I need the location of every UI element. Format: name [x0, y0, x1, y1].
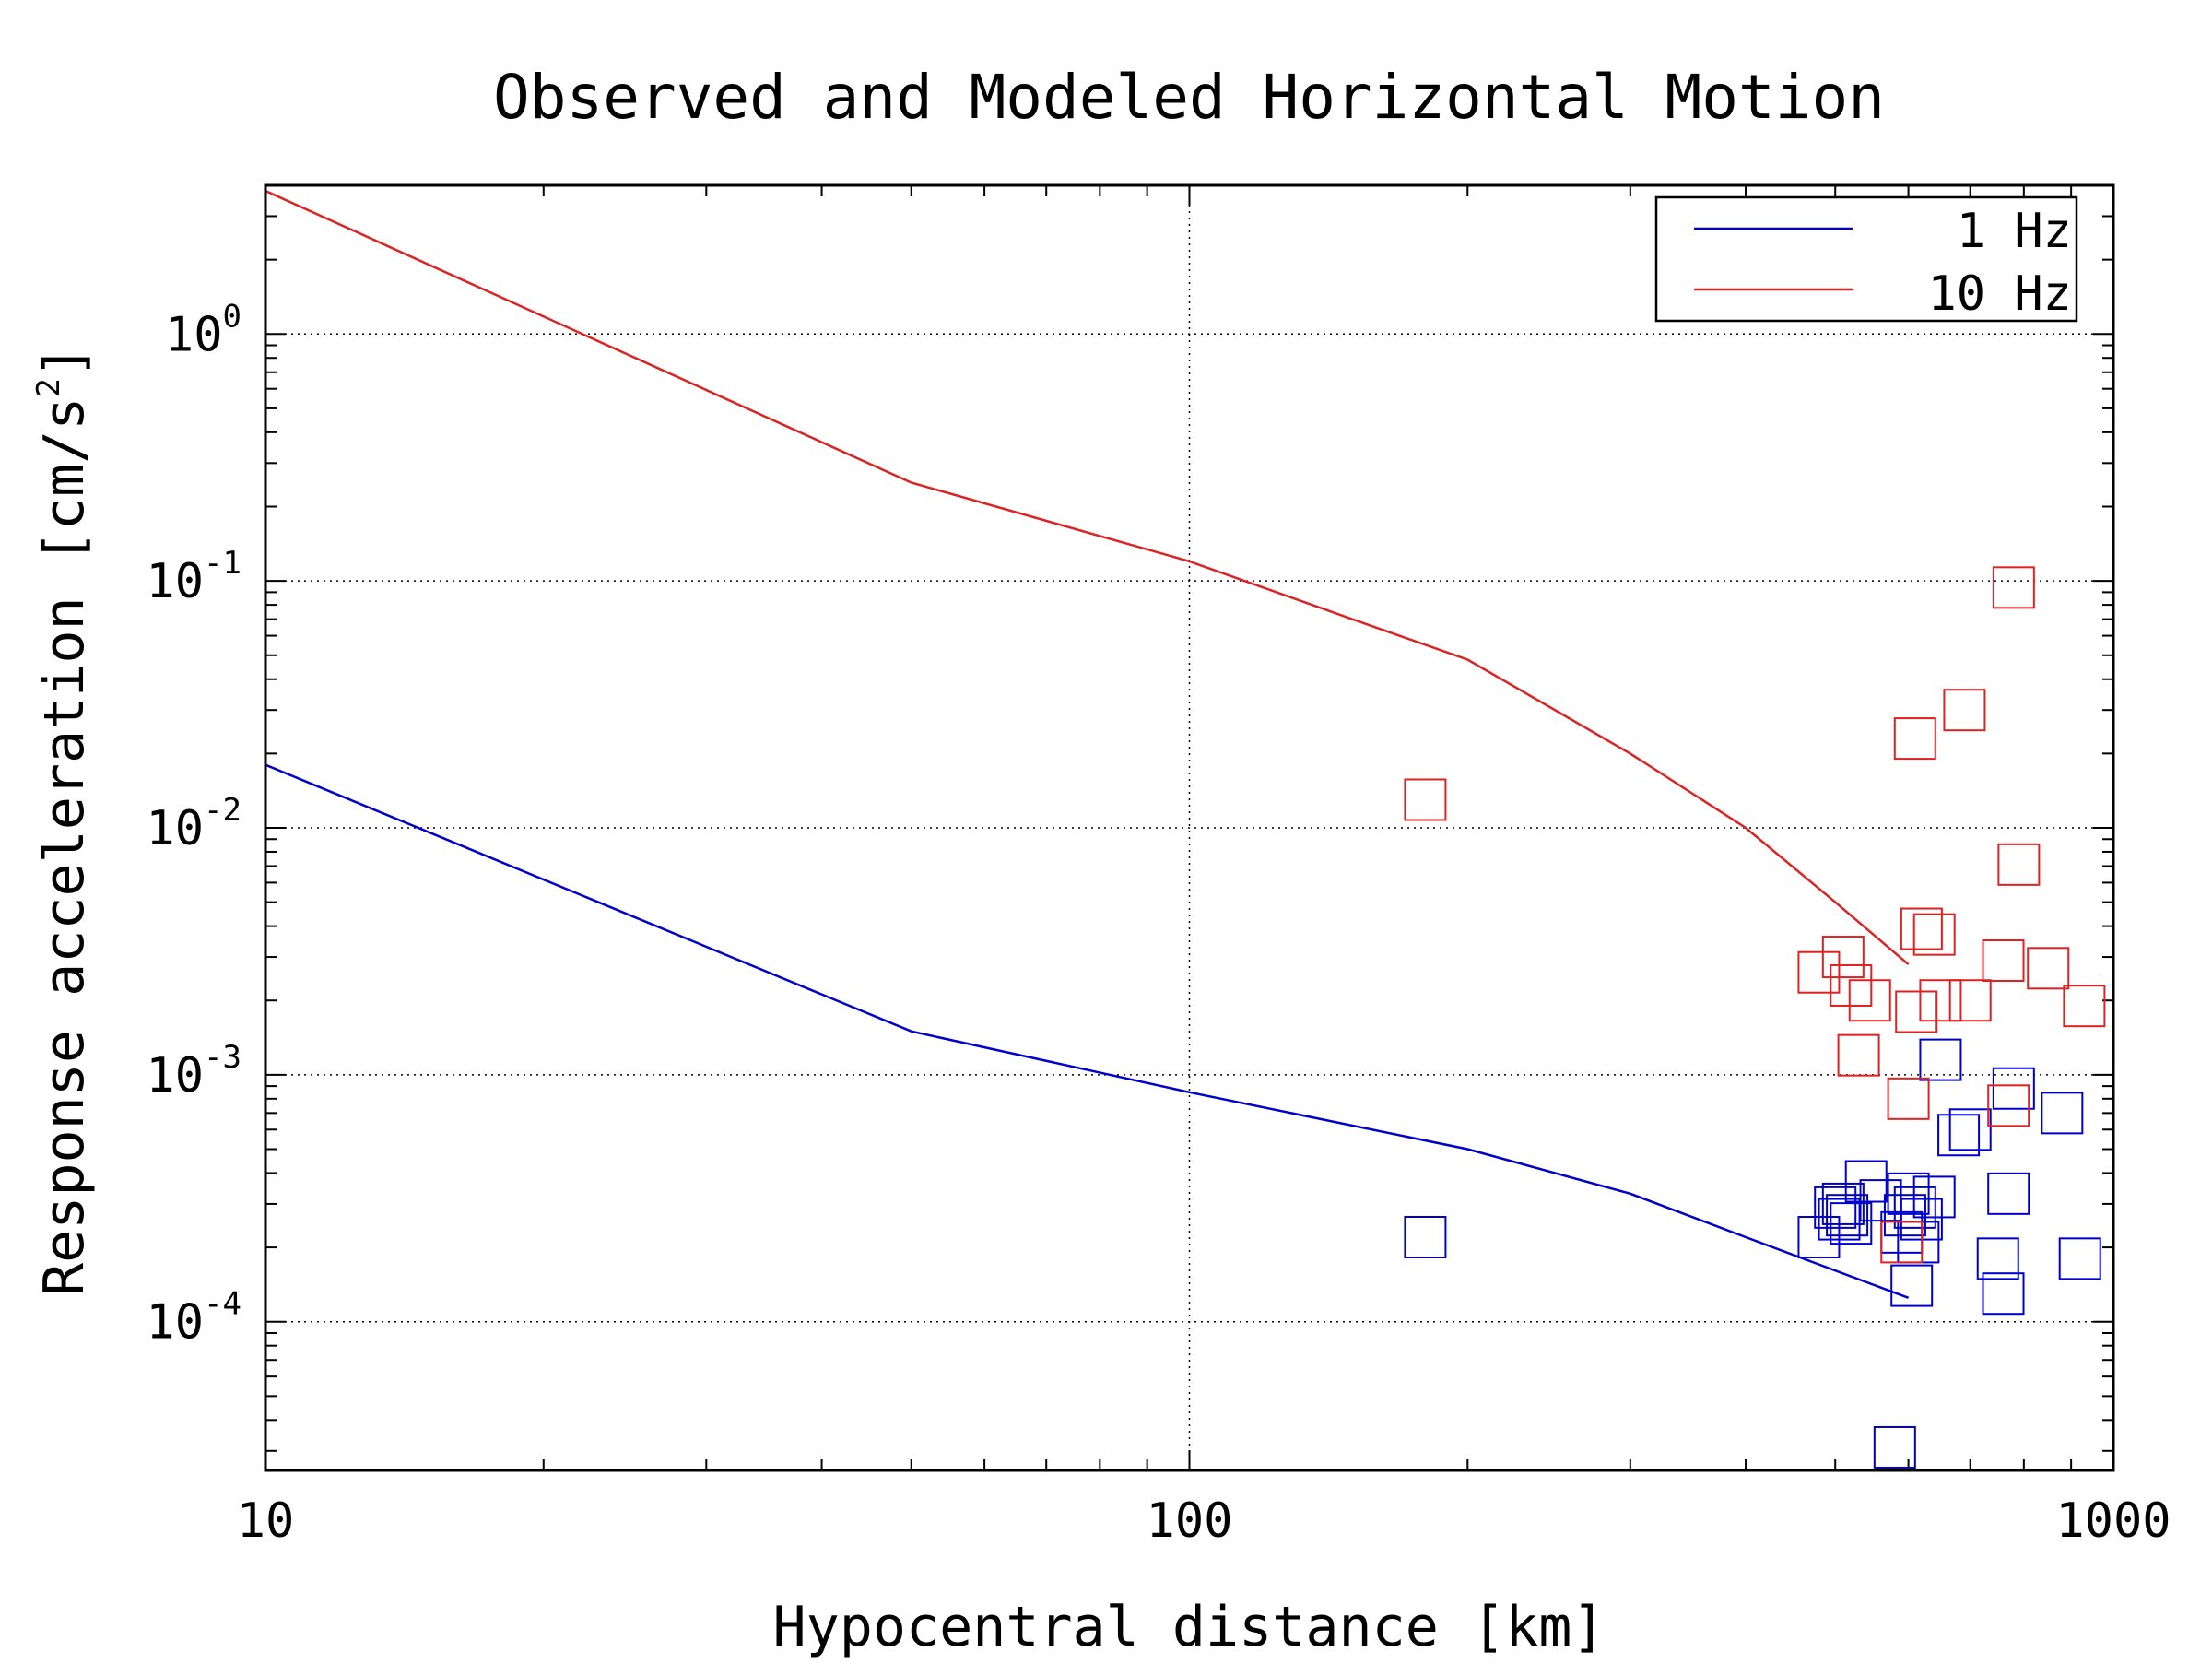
y-axis-label-close: ]: [32, 345, 97, 378]
observed-point-1hz: [1830, 1202, 1873, 1245]
observed-point-10hz: [1912, 913, 1956, 956]
observed-point-10hz: [1797, 950, 1841, 994]
observed-point-10hz: [1887, 1077, 1930, 1120]
series-layer: [265, 189, 2106, 1469]
observed-point-1hz: [1937, 1114, 1981, 1157]
observed-point-10hz: [1948, 979, 1992, 1022]
observed-point-10hz: [1821, 936, 1865, 979]
x-tick-labels: 10 100 1000: [237, 1493, 2171, 1549]
x-tick-label: 10: [237, 1493, 295, 1549]
observed-point-10hz: [1893, 717, 1936, 761]
observed-point-1hz: [1912, 1175, 1956, 1219]
observed-point-10hz: [1982, 939, 2025, 983]
y-tick-exponent: -4: [204, 1286, 241, 1323]
plot-frame: [264, 183, 2115, 1472]
observed-point-1hz: [1948, 1108, 1992, 1151]
observed-point-1hz: [2041, 1092, 2084, 1135]
model-line-10hz: [265, 189, 1910, 966]
observed-point-1hz: [1814, 1186, 1857, 1229]
y-tick-label: 10-2: [146, 792, 241, 856]
legend-box: [1654, 195, 2078, 323]
observed-point-10hz: [2027, 947, 2070, 990]
observed-point-10hz: [1943, 689, 1986, 732]
observed-point-10hz: [1848, 979, 1891, 1022]
observed-point-1hz: [1873, 1425, 1916, 1469]
model-line-1hz: [265, 763, 1910, 1299]
y-tick-label: 10-1: [146, 545, 241, 609]
observed-point-1hz: [1982, 1272, 2025, 1316]
observed-point-10hz: [1919, 979, 1962, 1022]
observed-point-10hz: [1997, 843, 2041, 886]
y-tick-exponent: -3: [204, 1039, 241, 1076]
y-tick-exponent: 0: [223, 298, 241, 335]
legend-label-1hz: 1 Hz: [1957, 204, 2072, 259]
observed-point-10hz: [2063, 985, 2106, 1028]
legend-label-10hz: 10 Hz: [1927, 266, 2072, 322]
observed-point-1hz: [2058, 1237, 2101, 1280]
y-tick-exponent: -2: [204, 792, 241, 829]
y-tick-base: 10: [146, 1048, 204, 1103]
observed-point-1hz: [1844, 1160, 1888, 1203]
observed-point-1hz: [1404, 1216, 1447, 1259]
observed-point-10hz: [1900, 907, 1943, 950]
y-tick-exponent: -1: [204, 545, 241, 582]
x-tick-label: 100: [1147, 1493, 1233, 1549]
observed-point-1hz: [1976, 1237, 2019, 1280]
observed-point-1hz: [1826, 1194, 1869, 1237]
observed-point-10hz: [1837, 1033, 1880, 1077]
observed-point-1hz: [1987, 1172, 2030, 1215]
y-tick-label: 10-4: [146, 1286, 241, 1351]
observed-point-1hz: [1893, 1186, 1936, 1229]
observed-point-1hz: [1887, 1172, 1930, 1215]
observed-point-10hz: [1992, 566, 2035, 609]
y-tick-label: 10-3: [146, 1039, 241, 1103]
observed-point-1hz: [1890, 1264, 1934, 1307]
grid-lines: [265, 185, 2113, 1470]
y-tick-base: 10: [146, 801, 204, 856]
observed-point-1hz: [1919, 1038, 1962, 1081]
observed-point-10hz: [1404, 778, 1447, 821]
y-tick-base: 10: [146, 554, 204, 609]
observed-point-1hz: [1883, 1194, 1926, 1237]
y-axis-label-exponent: 2: [30, 378, 67, 396]
chart-title: Observed and Modeled Horizontal Motion: [493, 62, 1885, 133]
observed-point-1hz: [1818, 1198, 1861, 1241]
observed-point-1hz: [1992, 1067, 2035, 1110]
observed-point-10hz: [1987, 1084, 2030, 1127]
y-tick-label: 100: [165, 298, 241, 362]
observed-point-10hz: [1830, 963, 1873, 1007]
y-axis-label: Response acceleration [cm/s2]: [30, 345, 97, 1296]
x-tick-label: 1000: [2055, 1493, 2171, 1549]
x-axis-label: Hypocentral distance [km]: [772, 1595, 1605, 1659]
observed-point-10hz: [1895, 990, 1938, 1033]
y-tick-base: 10: [146, 1295, 204, 1351]
observed-point-10hz: [1880, 1221, 1924, 1264]
legend: 1 Hz 10 Hz: [1654, 195, 2078, 323]
y-axis-label-text: Response acceleration [cm/s: [32, 397, 97, 1296]
y-tick-base: 10: [165, 307, 223, 362]
